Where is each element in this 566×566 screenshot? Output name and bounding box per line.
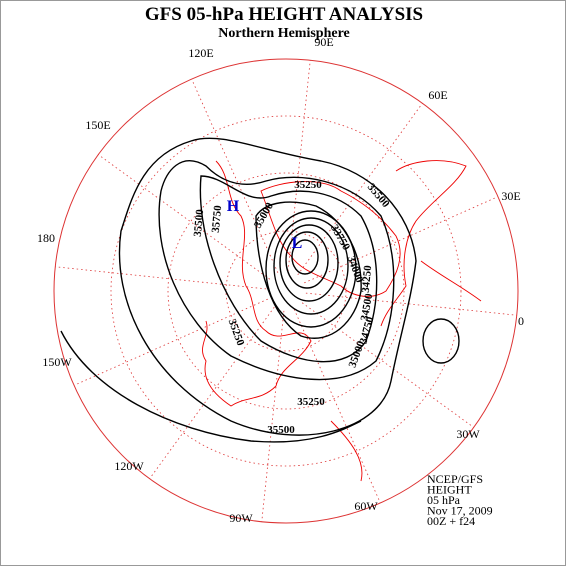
contour-label: 35000 (252, 200, 276, 230)
contour-label: 35500 (267, 424, 295, 436)
contour-label: 35750 (210, 204, 224, 233)
contour-label: 35250 (226, 317, 247, 347)
contour-label: 35250 (297, 396, 325, 408)
longitude-label: 180 (37, 231, 55, 245)
longitude-label: 90W (229, 511, 253, 525)
contour (279, 224, 339, 302)
meridian (293, 309, 381, 504)
longitude-label: 0 (518, 314, 524, 328)
contour-label: 35000 (347, 339, 368, 369)
meridian (304, 196, 499, 284)
longitude-label: 60W (354, 499, 378, 513)
meridian (149, 306, 275, 479)
info-line: Nov 17, 2009 (427, 504, 493, 518)
low-center: L (292, 235, 303, 252)
contour (255, 201, 362, 339)
contour (265, 210, 357, 328)
high-center: H (227, 198, 240, 215)
contours (60, 137, 460, 443)
contour (273, 217, 349, 315)
meridian (55, 266, 267, 290)
meridian (287, 60, 311, 272)
contour-label: 34250 (360, 264, 374, 293)
contour (158, 160, 395, 381)
coastline (330, 260, 482, 482)
contour (291, 239, 319, 275)
contour-label: 35250 (294, 179, 322, 191)
longitude-label: 150W (42, 355, 72, 369)
contour (199, 175, 378, 363)
graticule (53, 58, 519, 524)
contour-label: 35500 (365, 181, 392, 210)
contour (118, 137, 417, 436)
coastline (380, 160, 467, 327)
contour (285, 231, 329, 289)
longitude-label: 120E (188, 46, 213, 60)
contour-label: 34500 (359, 292, 376, 322)
contour-label: 35500 (192, 208, 206, 237)
meridian (73, 298, 268, 386)
info-line: 05 hPa (427, 493, 461, 507)
latitude-circle (167, 172, 405, 410)
info-line: HEIGHT (427, 483, 472, 497)
map-border (53, 58, 519, 524)
latitude-circle (110, 115, 462, 467)
meridian (98, 154, 271, 280)
longitude-label: 30W (456, 427, 480, 441)
contour (60, 330, 362, 443)
meridian (297, 103, 423, 276)
info-line: NCEP/GFS (427, 472, 483, 486)
title: GFS 05-hPa HEIGHT ANALYSIS (145, 4, 423, 25)
meridian (301, 302, 474, 428)
meridian (191, 78, 279, 273)
subtitle: Northern Hemisphere (218, 26, 350, 41)
latitude-circle (225, 230, 347, 352)
longitude-label: 150E (85, 118, 110, 132)
longitude-label: 30E (501, 189, 520, 203)
contour (422, 318, 460, 364)
meridian (305, 292, 517, 316)
coastline (260, 181, 401, 297)
longitude-label: 60E (428, 88, 447, 102)
longitude-label: 120W (114, 459, 144, 473)
info-line: 00Z + f24 (427, 514, 475, 528)
longitude-label: 90E (314, 35, 333, 49)
meridian (261, 310, 285, 522)
